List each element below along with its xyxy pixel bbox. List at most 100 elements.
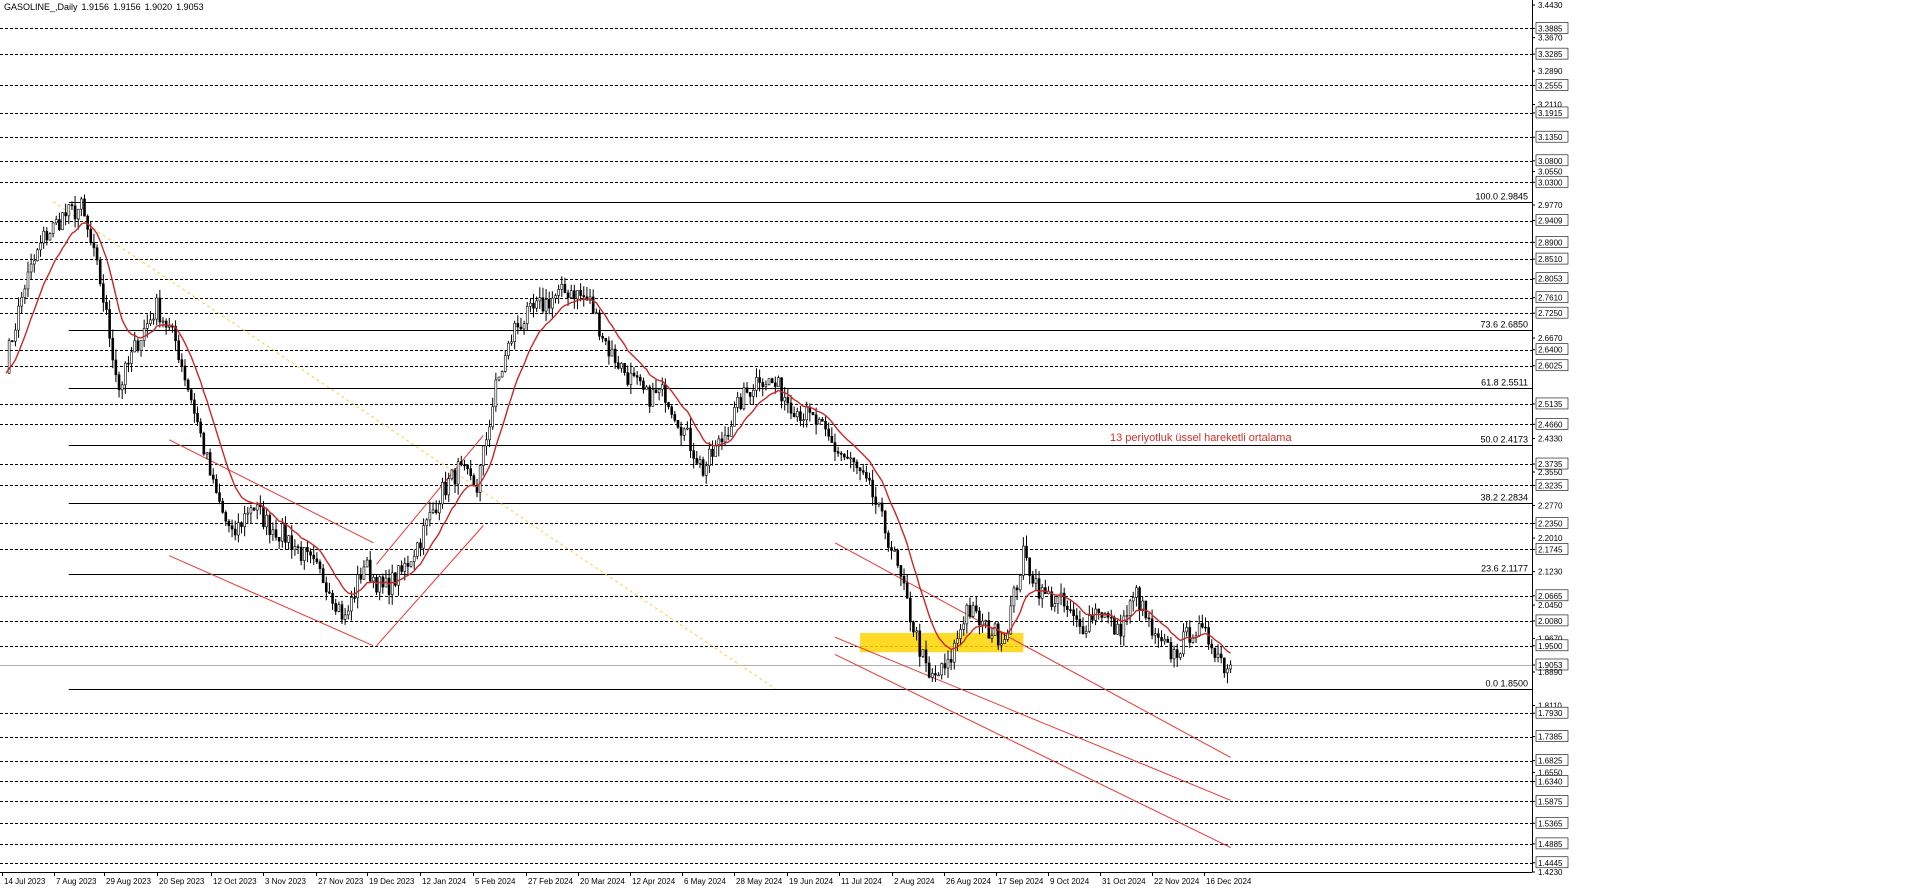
- candle-body: [1128, 600, 1132, 616]
- candle-body: [387, 577, 391, 595]
- candle-body: [328, 591, 331, 594]
- candle-body: [871, 479, 874, 498]
- candle-body: [485, 439, 488, 447]
- candle-body: [503, 355, 507, 372]
- candlesticks: [7, 194, 1232, 684]
- price-tick-label: 3.4430: [1538, 1, 1563, 10]
- candle-body: [208, 452, 212, 476]
- price-label-box: [1535, 614, 1569, 627]
- candle-body: [422, 525, 425, 549]
- candle-body: [1050, 591, 1053, 607]
- candle-body: [635, 375, 639, 378]
- candle-body: [146, 323, 149, 329]
- candle-body: [431, 509, 435, 513]
- candle-body: [720, 438, 724, 443]
- candle-body: [186, 379, 190, 391]
- price-tick-label: 1.8890: [1538, 668, 1563, 677]
- candle-body: [551, 297, 554, 309]
- candle-body: [1131, 597, 1135, 602]
- candle-body: [299, 546, 303, 561]
- candle-body: [1056, 596, 1060, 604]
- channel-line-upper: [376, 435, 484, 565]
- price-label-box: [1535, 359, 1569, 372]
- candle-body: [742, 387, 746, 409]
- candle-body: [745, 387, 749, 393]
- candle-body: [281, 523, 284, 542]
- candle-body: [1141, 600, 1144, 611]
- highlight-rect: [860, 632, 1024, 653]
- candle-body: [585, 296, 589, 301]
- candle-body: [1053, 603, 1057, 607]
- candle-body: [438, 503, 441, 514]
- candle-body: [416, 542, 419, 557]
- candle-body: [535, 300, 538, 309]
- candle-body: [362, 566, 366, 580]
- candle-body: [218, 492, 221, 502]
- candle-body: [959, 629, 962, 639]
- candle-body: [510, 341, 513, 344]
- candle-body: [20, 297, 24, 307]
- candle-body: [331, 592, 334, 604]
- price-tick-label: 2.1745: [1538, 545, 1563, 554]
- candle-body: [1040, 587, 1044, 599]
- candle-body: [984, 620, 987, 622]
- time-axis: 14 Jul 2023 7 Aug 2023 29 Aug 2023 20 Sep 2…: [0, 872, 1532, 886]
- price-label-box: [1535, 272, 1569, 285]
- price-label-box: [1535, 22, 1569, 34]
- candle-body: [604, 337, 608, 342]
- candle-body: [626, 372, 630, 385]
- candle-body: [312, 554, 316, 560]
- candle-body: [356, 574, 359, 599]
- candle-body: [180, 359, 184, 367]
- candle-body: [353, 597, 356, 599]
- candle-body: [1062, 592, 1066, 607]
- candle-body: [26, 271, 30, 290]
- time-tick-label: 20 Sep 2023: [159, 877, 205, 886]
- candle-body: [343, 614, 347, 620]
- candle-body: [1188, 627, 1192, 643]
- candle-body: [86, 215, 89, 230]
- price-label-box: [1535, 343, 1569, 355]
- price-tick-label: 2.7250: [1538, 309, 1563, 318]
- candle-body: [130, 351, 133, 364]
- candle-body: [67, 204, 71, 217]
- candle-body: [544, 299, 548, 312]
- candle-body: [158, 297, 162, 323]
- candle-body: [651, 389, 655, 407]
- candle-body: [274, 529, 278, 538]
- candle-body: [629, 372, 633, 385]
- candle-body: [839, 452, 843, 455]
- candle-body: [466, 464, 469, 469]
- candle-body: [14, 329, 17, 342]
- candle-body: [1166, 638, 1170, 643]
- price-tick-label: 1.6825: [1538, 757, 1563, 766]
- candle-body: [54, 219, 58, 224]
- price-label-box: [1535, 214, 1569, 226]
- candle-body: [924, 649, 928, 664]
- candle-body: [42, 230, 45, 244]
- candle-body: [952, 642, 956, 663]
- ema-path: [5, 222, 1231, 654]
- candle-body: [340, 604, 344, 620]
- candle-body: [1226, 668, 1229, 674]
- candle-body: [1012, 587, 1016, 607]
- candle-body: [58, 219, 61, 231]
- candle-body: [136, 340, 140, 351]
- candle-body: [689, 427, 692, 451]
- candle-body: [1201, 623, 1204, 628]
- candle-body: [127, 362, 130, 365]
- price-tick-label: 1.4445: [1538, 859, 1563, 868]
- candle-body: [83, 198, 86, 217]
- candle-body: [221, 500, 224, 513]
- candle-body: [645, 386, 648, 390]
- candle-body: [507, 342, 510, 356]
- candle-body: [654, 389, 658, 393]
- time-tick-label: 12 Jan 2024: [422, 877, 467, 886]
- candle-body: [783, 396, 787, 402]
- candle-body: [227, 520, 231, 527]
- time-tick-label: 12 Oct 2023: [213, 877, 257, 886]
- candle-body: [403, 562, 407, 572]
- candle-body: [874, 496, 878, 505]
- candle-body: [780, 377, 783, 402]
